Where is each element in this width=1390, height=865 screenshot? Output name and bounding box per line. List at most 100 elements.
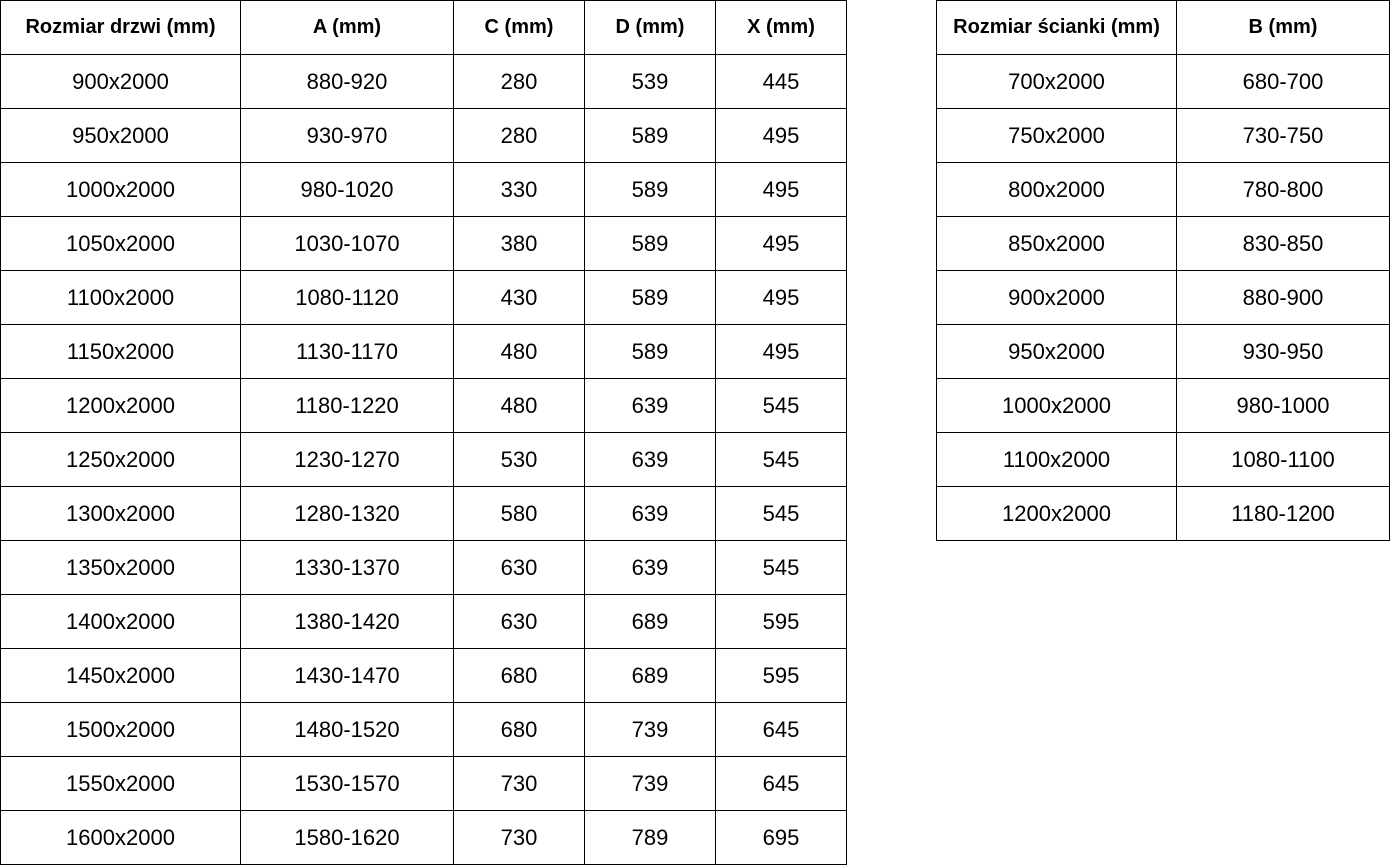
table-cell: 1380-1420	[240, 594, 454, 649]
table-cell: 950x2000	[0, 108, 241, 163]
table-cell: 680	[453, 702, 585, 757]
table-cell: 789	[584, 810, 716, 865]
table-cell: 1000x2000	[936, 378, 1177, 433]
table-cell: 680	[453, 648, 585, 703]
table-cell: 1180-1220	[240, 378, 454, 433]
table-row: 1000x2000 980-1020 330 589 495	[0, 162, 847, 217]
table-cell: 1080-1120	[240, 270, 454, 325]
column-header: Rozmiar ścianki (mm)	[936, 0, 1177, 55]
table-row: 1100x2000 1080-1100	[936, 432, 1390, 487]
table-cell: 1200x2000	[0, 378, 241, 433]
table-cell: 880-900	[1176, 270, 1390, 325]
table-cell: 1330-1370	[240, 540, 454, 595]
table-cell: 530	[453, 432, 585, 487]
table-cell: 639	[584, 378, 716, 433]
column-header: D (mm)	[584, 0, 716, 55]
table-header-row: Rozmiar drzwi (mm) A (mm) C (mm) D (mm) X (m…	[0, 0, 847, 55]
table-cell: 980-1020	[240, 162, 454, 217]
table-cell: 595	[715, 594, 847, 649]
table-cell: 545	[715, 486, 847, 541]
table-cell: 645	[715, 702, 847, 757]
table-cell: 730	[453, 810, 585, 865]
table-cell: 880-920	[240, 54, 454, 109]
column-header: C (mm)	[453, 0, 585, 55]
table-row: 1050x2000 1030-1070 380 589 495	[0, 216, 847, 271]
table-cell: 430	[453, 270, 585, 325]
table-cell: 1030-1070	[240, 216, 454, 271]
table-cell: 930-950	[1176, 324, 1390, 379]
table-cell: 739	[584, 756, 716, 811]
table-cell: 1280-1320	[240, 486, 454, 541]
table-cell: 589	[584, 162, 716, 217]
table-cell: 900x2000	[936, 270, 1177, 325]
table-cell: 1530-1570	[240, 756, 454, 811]
table-cell: 1100x2000	[936, 432, 1177, 487]
table-cell: 1200x2000	[936, 486, 1177, 541]
table-cell: 1230-1270	[240, 432, 454, 487]
table-cell: 495	[715, 216, 847, 271]
door-size-table: Rozmiar drzwi (mm) A (mm) C (mm) D (mm) X (m…	[0, 0, 847, 865]
table-cell: 739	[584, 702, 716, 757]
table-row: 1500x2000 1480-1520 680 739 645	[0, 702, 847, 757]
table-cell: 589	[584, 108, 716, 163]
table-cell: 800x2000	[936, 162, 1177, 217]
table-cell: 900x2000	[0, 54, 241, 109]
table-cell: 1050x2000	[0, 216, 241, 271]
table-cell: 1000x2000	[0, 162, 241, 217]
table-header-row: Rozmiar ścianki (mm) B (mm)	[936, 0, 1390, 55]
table-cell: 495	[715, 324, 847, 379]
table-cell: 930-970	[240, 108, 454, 163]
table-row: 1400x2000 1380-1420 630 689 595	[0, 594, 847, 649]
table-row: 850x2000 830-850	[936, 216, 1390, 271]
table-cell: 1500x2000	[0, 702, 241, 757]
table-row: 700x2000 680-700	[936, 54, 1390, 109]
table-cell: 1430-1470	[240, 648, 454, 703]
table-row: 1100x2000 1080-1120 430 589 495	[0, 270, 847, 325]
table-cell: 539	[584, 54, 716, 109]
table-cell: 545	[715, 540, 847, 595]
table-cell: 1550x2000	[0, 756, 241, 811]
table-row: 1550x2000 1530-1570 730 739 645	[0, 756, 847, 811]
table-row: 1200x2000 1180-1200	[936, 486, 1390, 541]
table-cell: 780-800	[1176, 162, 1390, 217]
table-cell: 639	[584, 486, 716, 541]
table-row: 1350x2000 1330-1370 630 639 545	[0, 540, 847, 595]
table-row: 1150x2000 1130-1170 480 589 495	[0, 324, 847, 379]
table-cell: 950x2000	[936, 324, 1177, 379]
table-cell: 545	[715, 432, 847, 487]
table-cell: 380	[453, 216, 585, 271]
table-cell: 639	[584, 540, 716, 595]
table-cell: 850x2000	[936, 216, 1177, 271]
table-row: 1450x2000 1430-1470 680 689 595	[0, 648, 847, 703]
table-cell: 730	[453, 756, 585, 811]
table-cell: 639	[584, 432, 716, 487]
table-cell: 630	[453, 540, 585, 595]
table-cell: 280	[453, 108, 585, 163]
table-row: 1300x2000 1280-1320 580 639 545	[0, 486, 847, 541]
column-header: A (mm)	[240, 0, 454, 55]
table-cell: 630	[453, 594, 585, 649]
table-cell: 495	[715, 270, 847, 325]
table-cell: 1150x2000	[0, 324, 241, 379]
table-cell: 645	[715, 756, 847, 811]
column-header: Rozmiar drzwi (mm)	[0, 0, 241, 55]
table-cell: 1080-1100	[1176, 432, 1390, 487]
table-row: 950x2000 930-950	[936, 324, 1390, 379]
table-cell: 1350x2000	[0, 540, 241, 595]
table-cell: 580	[453, 486, 585, 541]
table-cell: 1480-1520	[240, 702, 454, 757]
table-cell: 1400x2000	[0, 594, 241, 649]
table-row: 1250x2000 1230-1270 530 639 545	[0, 432, 847, 487]
table-cell: 1300x2000	[0, 486, 241, 541]
table-cell: 689	[584, 594, 716, 649]
table-row: 1600x2000 1580-1620 730 789 695	[0, 810, 847, 865]
table-cell: 480	[453, 378, 585, 433]
wall-size-table: Rozmiar ścianki (mm) B (mm) 700x2000 680-7…	[936, 0, 1390, 541]
table-row: 900x2000 880-900	[936, 270, 1390, 325]
column-header: X (mm)	[715, 0, 847, 55]
table-cell: 700x2000	[936, 54, 1177, 109]
table-cell: 495	[715, 162, 847, 217]
table-cell: 495	[715, 108, 847, 163]
table-cell: 595	[715, 648, 847, 703]
table-row: 900x2000 880-920 280 539 445	[0, 54, 847, 109]
